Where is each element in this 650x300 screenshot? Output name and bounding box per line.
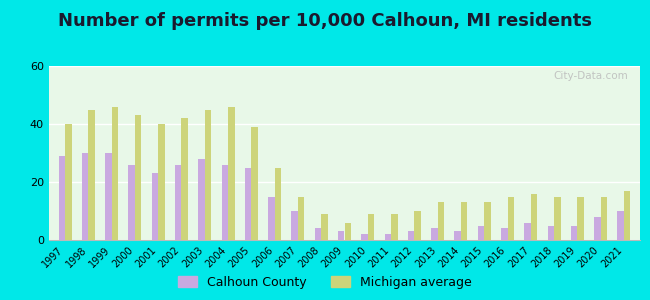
Bar bbox=[65, 124, 72, 240]
Bar bbox=[437, 202, 444, 240]
Bar bbox=[298, 196, 304, 240]
Bar bbox=[484, 202, 491, 240]
Bar bbox=[508, 196, 514, 240]
Bar bbox=[129, 165, 135, 240]
Bar bbox=[151, 173, 158, 240]
Bar bbox=[408, 231, 414, 240]
Bar bbox=[205, 110, 211, 240]
Bar bbox=[594, 217, 601, 240]
Bar bbox=[368, 214, 374, 240]
Bar bbox=[361, 234, 368, 240]
Bar bbox=[525, 223, 531, 240]
Bar bbox=[291, 211, 298, 240]
Bar bbox=[431, 228, 437, 240]
Bar bbox=[391, 214, 398, 240]
Bar bbox=[624, 191, 630, 240]
Bar bbox=[88, 110, 95, 240]
Bar bbox=[478, 226, 484, 240]
Bar bbox=[577, 196, 584, 240]
Bar bbox=[252, 127, 258, 240]
Bar bbox=[58, 156, 65, 240]
Bar bbox=[321, 214, 328, 240]
Bar bbox=[344, 223, 351, 240]
Bar bbox=[414, 211, 421, 240]
Bar bbox=[245, 167, 252, 240]
Bar bbox=[571, 226, 577, 240]
Bar bbox=[547, 226, 554, 240]
Text: City-Data.com: City-Data.com bbox=[554, 71, 629, 81]
Bar bbox=[454, 231, 461, 240]
Bar bbox=[268, 196, 275, 240]
Bar bbox=[105, 153, 112, 240]
Bar bbox=[198, 159, 205, 240]
Bar bbox=[385, 234, 391, 240]
Bar bbox=[112, 106, 118, 240]
Bar bbox=[228, 106, 235, 240]
Legend: Calhoun County, Michigan average: Calhoun County, Michigan average bbox=[173, 271, 477, 294]
Bar bbox=[222, 165, 228, 240]
Bar bbox=[531, 194, 538, 240]
Bar bbox=[158, 124, 164, 240]
Bar bbox=[82, 153, 88, 240]
Bar bbox=[601, 196, 607, 240]
Bar bbox=[554, 196, 560, 240]
Bar bbox=[181, 118, 188, 240]
Text: Number of permits per 10,000 Calhoun, MI residents: Number of permits per 10,000 Calhoun, MI… bbox=[58, 12, 592, 30]
Bar bbox=[501, 228, 508, 240]
Bar bbox=[461, 202, 467, 240]
Bar bbox=[275, 167, 281, 240]
Bar bbox=[175, 165, 181, 240]
Bar bbox=[135, 115, 142, 240]
Bar bbox=[315, 228, 321, 240]
Bar bbox=[338, 231, 344, 240]
Bar bbox=[618, 211, 624, 240]
